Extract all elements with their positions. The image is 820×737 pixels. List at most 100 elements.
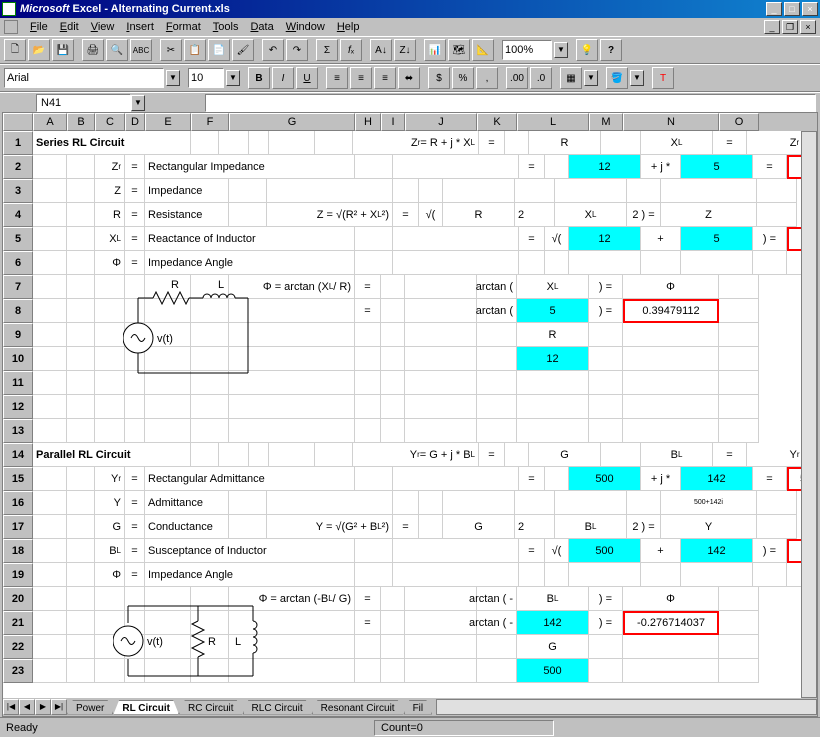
cell-G9[interactable] [229,323,355,347]
cell-M10[interactable] [589,347,623,371]
col-header-M[interactable]: M [589,113,623,131]
cell-K15[interactable]: + j * [641,467,681,491]
cell-M4[interactable]: 2 ) = [627,203,661,227]
cell-G2[interactable] [393,155,519,179]
cell-L14[interactable]: BL [641,443,713,467]
cell-K11[interactable] [477,371,517,395]
cell-B13[interactable] [67,419,95,443]
cell-J20[interactable] [405,587,477,611]
cell-B21[interactable] [67,611,95,635]
cell-O21[interactable] [719,611,759,635]
spellcheck-button[interactable]: ABC [130,39,152,61]
cell-J1[interactable]: R [529,131,601,155]
cell-D10[interactable] [125,347,145,371]
cell-I23[interactable] [381,659,405,683]
cell-D20[interactable] [125,587,145,611]
sheet-tab-rlc-circuit[interactable]: RLC Circuit [243,700,312,715]
row-header-1[interactable]: 1 [3,131,33,155]
row-header-20[interactable]: 20 [3,587,33,611]
cell-E23[interactable] [145,659,191,683]
col-header-N[interactable]: N [623,113,719,131]
menu-view[interactable]: View [85,21,121,33]
cell-I19[interactable] [545,563,569,587]
sheet-tab-fil[interactable]: Fil [404,700,433,715]
cell-A15[interactable] [33,467,67,491]
cell-H19[interactable] [519,563,545,587]
cell-I8[interactable] [381,299,405,323]
cell-J23[interactable] [405,659,477,683]
open-button[interactable]: 📂 [28,39,50,61]
cell-I18[interactable]: √( [545,539,569,563]
cell-M3[interactable] [627,179,661,203]
cell-D17[interactable]: = [125,515,145,539]
cell-C15[interactable]: Yr [95,467,125,491]
cell-K20[interactable]: arctan ( - [477,587,517,611]
cell-H8[interactable]: = [355,299,381,323]
cell-K23[interactable] [477,659,517,683]
size-combo[interactable]: 10 [188,68,224,88]
cell-A21[interactable] [33,611,67,635]
cell-C6[interactable]: Φ [95,251,125,275]
cell-F15[interactable] [355,467,393,491]
name-box[interactable]: N41 [36,94,131,112]
cell-A7[interactable] [33,275,67,299]
cell-G6[interactable] [393,251,519,275]
cell-E12[interactable] [145,395,191,419]
cell-G13[interactable] [229,419,355,443]
cell-H15[interactable]: = [519,467,545,491]
drawing-button[interactable]: 📐 [472,39,494,61]
cell-C7[interactable] [95,275,125,299]
cell-A14[interactable]: Parallel RL Circuit [33,443,191,467]
cell-L16[interactable] [555,491,627,515]
paste-button[interactable]: 📄 [208,39,230,61]
sort-desc-button[interactable]: Z↓ [394,39,416,61]
cell-D16[interactable]: = [125,491,145,515]
sheet-tab-resonant-circuit[interactable]: Resonant Circuit [312,700,404,715]
cell-E19[interactable]: Impedance Angle [145,563,355,587]
align-left-button[interactable]: ≡ [326,67,348,89]
cell-G5[interactable] [393,227,519,251]
col-header-J[interactable]: J [405,113,477,131]
increase-decimal-button[interactable]: .00 [506,67,528,89]
row-header-16[interactable]: 16 [3,491,33,515]
cell-G14[interactable]: Yr = G + j * BL [353,443,479,467]
cut-button[interactable]: ✂ [160,39,182,61]
cell-C5[interactable]: XL [95,227,125,251]
cell-J15[interactable]: 500 [569,467,641,491]
cell-F7[interactable] [191,275,229,299]
cell-E18[interactable]: Susceptance of Inductor [145,539,355,563]
function-button[interactable]: fₓ [340,39,362,61]
cell-I22[interactable] [381,635,405,659]
cell-L3[interactable] [555,179,627,203]
cell-H23[interactable] [355,659,381,683]
cell-F20[interactable] [191,587,229,611]
cell-D13[interactable] [125,419,145,443]
cell-K18[interactable]: + [641,539,681,563]
cell-A10[interactable] [33,347,67,371]
col-header-A[interactable]: A [33,113,67,131]
menu-file[interactable]: File [24,21,54,33]
currency-button[interactable]: $ [428,67,450,89]
cell-G8[interactable] [229,299,355,323]
borders-button[interactable]: ▦ [560,67,582,89]
cell-D14[interactable] [249,443,269,467]
cell-K10[interactable] [477,347,517,371]
row-header-3[interactable]: 3 [3,179,33,203]
cell-M15[interactable]: = [753,467,787,491]
cell-J9[interactable] [405,323,477,347]
cell-J18[interactable]: 500 [569,539,641,563]
cell-A8[interactable] [33,299,67,323]
cell-O4[interactable] [757,203,797,227]
cell-C22[interactable] [95,635,125,659]
cell-A18[interactable] [33,539,67,563]
row-header-19[interactable]: 19 [3,563,33,587]
cell-D22[interactable] [125,635,145,659]
cell-N13[interactable] [623,419,719,443]
cell-D3[interactable]: = [125,179,145,203]
row-header-7[interactable]: 7 [3,275,33,299]
row-header-8[interactable]: 8 [3,299,33,323]
cell-M2[interactable]: = [753,155,787,179]
tab-prev-button[interactable]: ◀ [19,699,35,715]
cell-E14[interactable] [269,443,315,467]
cell-H11[interactable] [355,371,381,395]
